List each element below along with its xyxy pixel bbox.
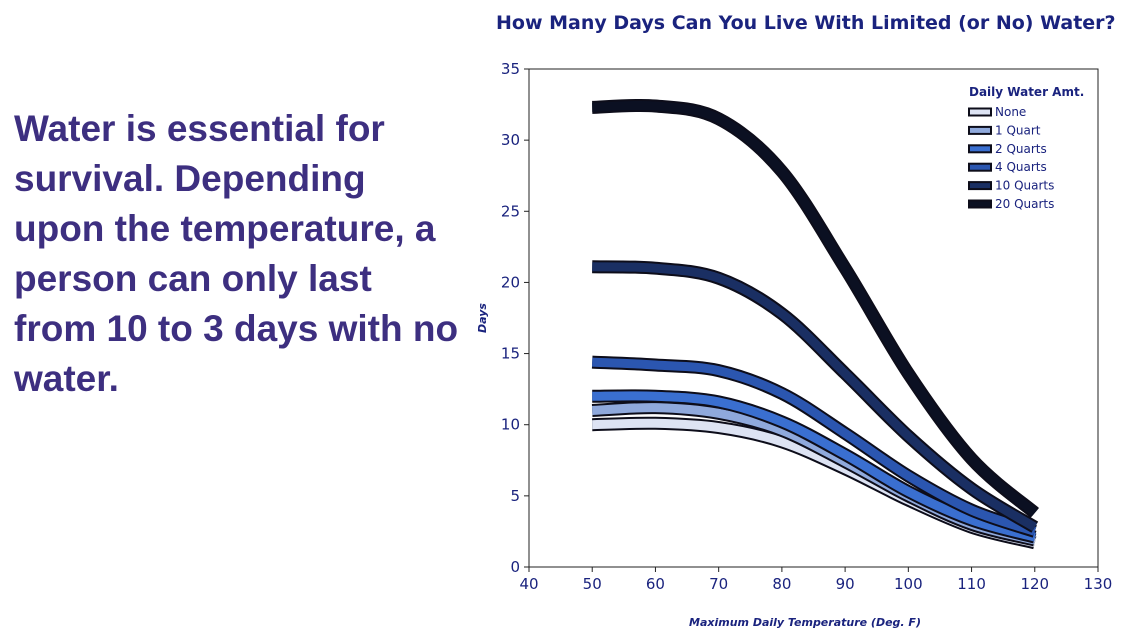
legend-label: None xyxy=(995,105,1026,119)
x-tick-label: 130 xyxy=(1084,575,1113,593)
legend-label: 4 Quarts xyxy=(995,160,1047,174)
y-tick-label: 10 xyxy=(501,416,520,434)
x-tick-label: 60 xyxy=(646,575,665,593)
x-tick-label: 90 xyxy=(836,575,855,593)
y-tick-label: 25 xyxy=(501,202,520,220)
x-tick-label: 110 xyxy=(957,575,986,593)
series-line-20-quarts xyxy=(592,100,1038,517)
y-tick-label: 5 xyxy=(510,487,520,505)
legend-label: 1 Quart xyxy=(995,123,1041,137)
series-line-10-quarts xyxy=(592,262,1038,532)
plot-frame xyxy=(528,68,1099,568)
y-tick-label: 35 xyxy=(501,60,520,78)
legend: Daily Water Amt. None 1 Quart 2 Quarts 4 Qua… xyxy=(968,85,1084,211)
legend-swatch xyxy=(968,144,992,154)
x-tick-label: 80 xyxy=(772,575,791,593)
legend-item: None xyxy=(968,105,1026,119)
y-tick-label: 15 xyxy=(501,345,520,363)
y-tick-label: 0 xyxy=(510,558,520,576)
legend-swatch xyxy=(968,125,992,135)
legend-item: 10 Quarts xyxy=(968,179,1054,193)
x-tick-label: 50 xyxy=(583,575,602,593)
legend-swatch xyxy=(968,107,992,117)
x-tick-label: 120 xyxy=(1020,575,1049,593)
y-tick-label: 30 xyxy=(501,131,520,149)
legend-swatch xyxy=(968,199,992,209)
legend-label: 2 Quarts xyxy=(995,142,1047,156)
legend-label: 10 Quarts xyxy=(995,179,1054,193)
series-line-2-quarts xyxy=(592,391,1036,542)
legend-item: 4 Quarts xyxy=(968,160,1047,174)
x-axis-label: Maximum Daily Temperature (Deg. F) xyxy=(689,616,921,629)
legend-swatch xyxy=(968,162,992,172)
y-tick-label: 20 xyxy=(501,273,520,291)
x-tick-label: 100 xyxy=(894,575,923,593)
legend-swatch xyxy=(968,181,992,191)
chart-title: How Many Days Can You Live With Limited … xyxy=(496,12,1116,34)
legend-item: 1 Quart xyxy=(968,123,1041,137)
legend-label: 20 Quarts xyxy=(995,197,1054,211)
x-tick-label: 70 xyxy=(709,575,728,593)
series-line-4-quarts xyxy=(591,357,1037,536)
axes-group: 40 50 60 70 80 90 100 110 120 130 0 5 10 15 20 25 30 35 xyxy=(501,60,1112,593)
x-tick-label: 40 xyxy=(519,575,538,593)
legend-item: 2 Quarts xyxy=(968,142,1047,156)
slide-body-text: Water is essential for survival. Dependi… xyxy=(14,108,459,399)
legend-item: 20 Quarts xyxy=(968,197,1054,211)
series-group xyxy=(591,98,1040,550)
legend-title: Daily Water Amt. xyxy=(969,85,1084,99)
y-axis-label: Days xyxy=(476,303,489,333)
